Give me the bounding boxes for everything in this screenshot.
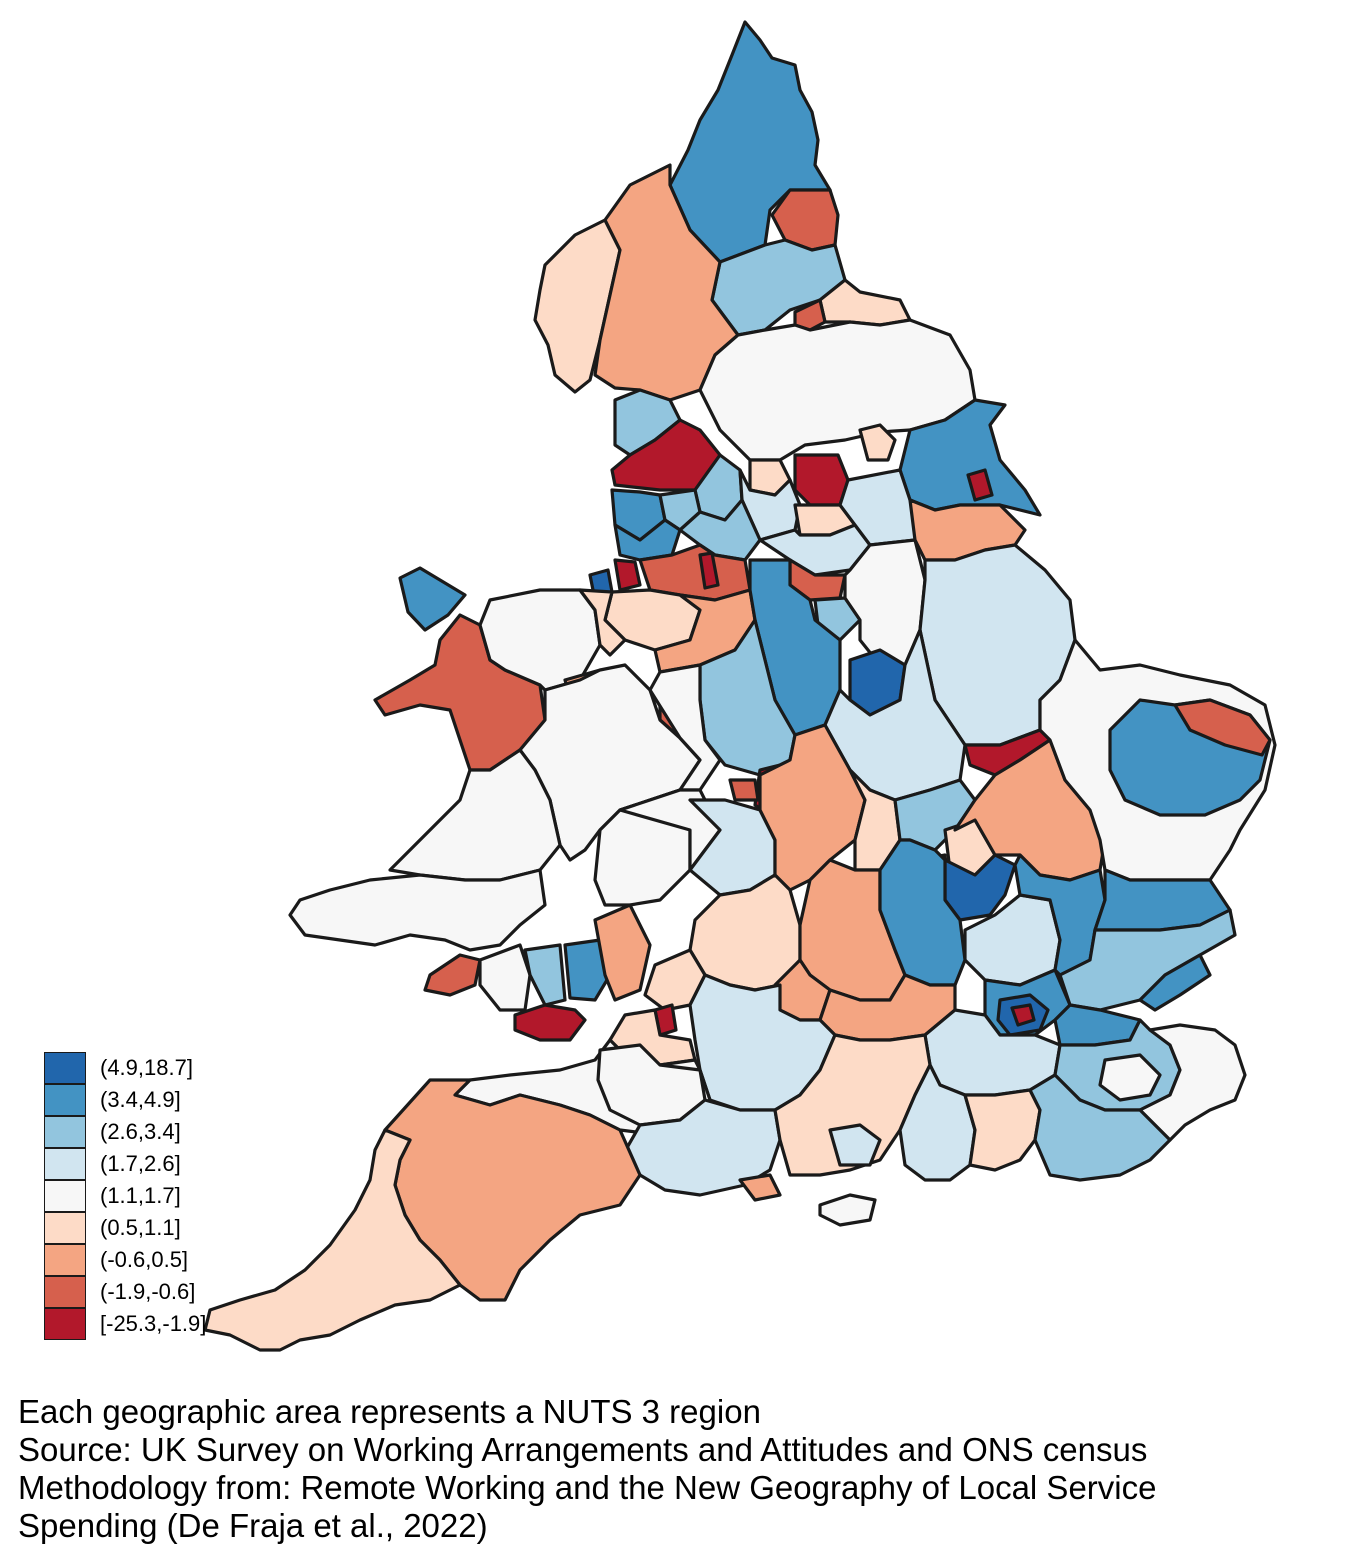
- map-caption: Each geographic area represents a NUTS 3…: [18, 1393, 1348, 1545]
- region-northumberland: [668, 20, 832, 264]
- legend-item: (1.1,1.7]: [44, 1180, 304, 1212]
- legend-label: (-0.6,0.5]: [100, 1247, 189, 1272]
- region-london-centre: [1010, 1003, 1036, 1027]
- region-pembroke: [288, 868, 547, 952]
- legend-item: (3.4,4.9]: [44, 1084, 304, 1116]
- caption-line-4: Spending (De Fraja et al., 2022): [18, 1507, 488, 1544]
- caption-line-1: Each geographic area represents a NUTS 3…: [18, 1393, 761, 1430]
- region-flintshire: [578, 588, 627, 657]
- legend-item: (-0.6,0.5]: [44, 1244, 304, 1276]
- region-newport: [593, 903, 652, 1002]
- region-swansea: [423, 953, 482, 997]
- legend-swatch: [44, 1244, 86, 1276]
- map-legend: (4.9,18.7] (3.4,4.9] (2.6,3.4] (1.7,2.6] (1.…: [44, 1052, 304, 1340]
- legend-label: (2.6,3.4]: [100, 1119, 181, 1144]
- legend-swatch: [44, 1308, 86, 1340]
- legend-label: [-25.3,-1.9]: [100, 1311, 207, 1336]
- region-liverpool: [613, 558, 642, 592]
- region-york: [858, 423, 897, 462]
- region-leeds: [793, 453, 850, 507]
- region-cardiff: [513, 1003, 587, 1042]
- region-kent-east: [1138, 1023, 1247, 1142]
- legend-item: (-1.9,-0.6]: [44, 1276, 304, 1308]
- region-valleys-b: [563, 938, 612, 1002]
- legend-label: (4.9,18.7]: [100, 1055, 193, 1080]
- region-isle-of-wight: [818, 1193, 877, 1227]
- region-darlington: [793, 298, 827, 332]
- region-essex-south: [1058, 908, 1237, 1012]
- legend-label: (3.4,4.9]: [100, 1087, 181, 1112]
- legend-swatch: [44, 1276, 86, 1308]
- region-valleys-a: [523, 943, 567, 1007]
- legend-swatch: [44, 1052, 86, 1084]
- legend-label: (0.5,1.1]: [100, 1215, 181, 1240]
- legend-swatch: [44, 1180, 86, 1212]
- legend-swatch: [44, 1212, 86, 1244]
- region-shropshire: [648, 663, 722, 792]
- caption-line-3: Methodology from: Remote Working and the…: [18, 1469, 1157, 1506]
- legend-label: (-1.9,-0.6]: [100, 1279, 196, 1304]
- region-norwich: [1173, 698, 1272, 757]
- legend-swatch: [44, 1084, 86, 1116]
- region-sussex-central: [963, 1088, 1042, 1172]
- legend-item: (2.6,3.4]: [44, 1116, 304, 1148]
- region-southend: [1138, 953, 1212, 1012]
- nuts3-choropleth-map: [203, 20, 1277, 1352]
- region-southampton: [828, 1123, 882, 1167]
- region-east-sussex: [1028, 1073, 1172, 1182]
- region-bridgend: [478, 943, 532, 1012]
- region-gloucestershire: [688, 873, 802, 992]
- region-hull: [966, 468, 994, 502]
- region-anglesey: [398, 566, 467, 632]
- region-bucks: [878, 838, 967, 987]
- legend-item: (0.5,1.1]: [44, 1212, 304, 1244]
- legend-swatch: [44, 1116, 86, 1148]
- legend-item: [-25.3,-1.9]: [44, 1308, 304, 1340]
- region-merseyside-north: [613, 518, 682, 562]
- legend-label: (1.7,2.6]: [100, 1151, 181, 1176]
- region-wolverhampton: [728, 778, 760, 802]
- region-cornwall: [203, 1128, 462, 1352]
- region-manchester-centre: [698, 551, 720, 590]
- legend-swatch: [44, 1148, 86, 1180]
- legend-item: (4.9,18.7]: [44, 1052, 304, 1084]
- region-warwickshire: [758, 723, 867, 892]
- region-medway: [1098, 1053, 1162, 1102]
- legend-label: (1.1,1.7]: [100, 1183, 181, 1208]
- caption-line-2: Source: UK Survey on Working Arrangement…: [18, 1431, 1148, 1468]
- legend-item: (1.7,2.6]: [44, 1148, 304, 1180]
- region-bournemouth: [738, 1173, 782, 1202]
- region-ceredigion: [388, 748, 562, 882]
- region-conwy: [478, 588, 602, 692]
